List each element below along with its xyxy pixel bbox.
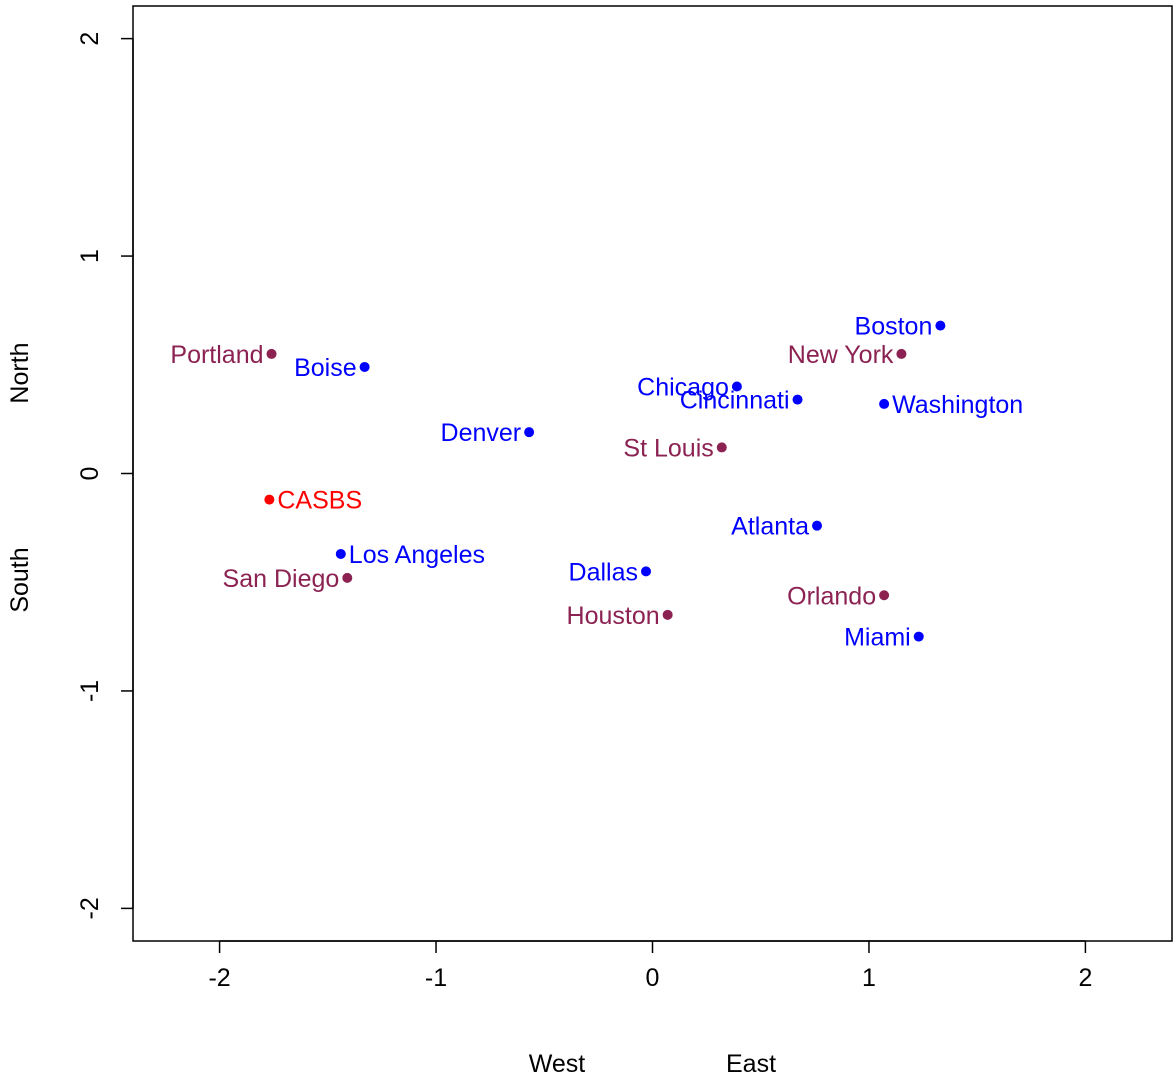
point-label-cincinnati: Cincinnati xyxy=(680,387,790,415)
point-atlanta xyxy=(812,520,823,531)
y-tick-label: -2 xyxy=(76,897,104,919)
y-tick-label: 1 xyxy=(76,249,104,263)
point-label-new-york: New York xyxy=(788,341,894,369)
point-washington xyxy=(879,398,890,409)
point-boise xyxy=(359,361,370,372)
point-st-louis xyxy=(716,442,727,453)
x-axis-label-west: West xyxy=(529,1050,586,1078)
point-label-denver: Denver xyxy=(441,419,522,447)
x-tick-label: -1 xyxy=(425,964,447,992)
x-tick-label: 2 xyxy=(1078,964,1092,992)
point-label-dallas: Dallas xyxy=(569,558,638,586)
point-label-san-diego: San Diego xyxy=(223,565,340,593)
point-san-diego xyxy=(342,572,353,583)
point-label-los-angeles: Los Angeles xyxy=(349,541,485,569)
x-tick-label: 1 xyxy=(862,964,876,992)
point-label-portland: Portland xyxy=(170,341,263,369)
point-boston xyxy=(935,320,946,331)
point-portland xyxy=(266,348,277,359)
point-label-atlanta: Atlanta xyxy=(731,513,809,541)
y-axis-label-north: North xyxy=(6,342,34,403)
plot-frame xyxy=(132,5,1173,942)
x-tick-label: 0 xyxy=(646,964,660,992)
point-label-orlando: Orlando xyxy=(787,582,876,610)
point-denver xyxy=(524,427,535,438)
point-chicago xyxy=(731,381,742,392)
x-tick-label: -2 xyxy=(208,964,230,992)
y-axis-label-south: South xyxy=(6,547,34,612)
point-label-miami: Miami xyxy=(844,624,911,652)
point-orlando xyxy=(879,590,890,601)
point-label-boston: Boston xyxy=(855,313,933,341)
x-axis-label-east: East xyxy=(726,1050,776,1078)
y-tick-label: -1 xyxy=(76,680,104,702)
y-tick-label: 2 xyxy=(76,32,104,46)
point-label-st-louis: St Louis xyxy=(623,434,713,462)
point-los-angeles xyxy=(335,548,346,559)
point-cincinnati xyxy=(792,394,803,405)
point-label-chicago: Chicago xyxy=(637,374,729,402)
point-dallas xyxy=(641,566,652,577)
y-tick-label: 0 xyxy=(76,467,104,481)
point-label-houston: Houston xyxy=(567,602,660,630)
data-points: Portland Boise Denver CASBS Los Angeles San D… xyxy=(170,313,1023,652)
x-axis: -2 -1 0 1 2 xyxy=(208,940,1092,992)
point-label-boise: Boise xyxy=(294,354,357,382)
point-new-york xyxy=(896,348,907,359)
point-label-washington: Washington xyxy=(892,391,1023,419)
point-houston xyxy=(662,609,673,620)
point-label-casbs: CASBS xyxy=(277,487,362,515)
point-casbs xyxy=(264,494,275,505)
point-miami xyxy=(913,631,924,642)
y-axis: -2 -1 0 1 2 xyxy=(76,32,134,920)
